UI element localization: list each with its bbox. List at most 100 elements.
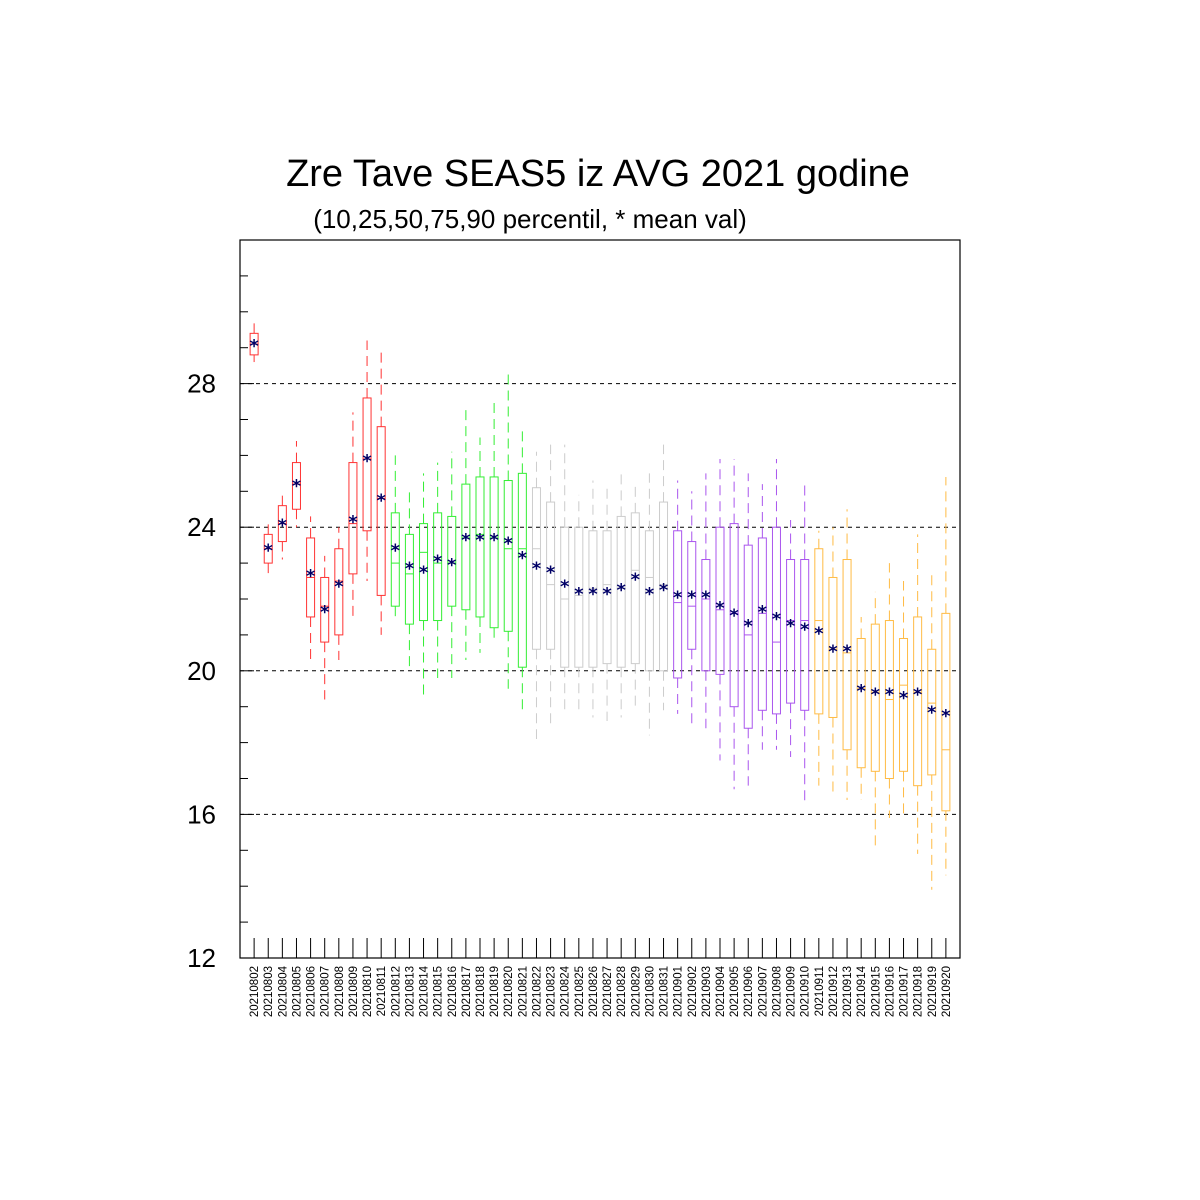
x-tick-label: 20210817 — [461, 966, 473, 1017]
mean-marker: * — [899, 688, 909, 709]
mean-marker: * — [913, 684, 923, 705]
iqr-box — [673, 530, 683, 679]
mean-marker: * — [800, 620, 810, 641]
box-20210805 — [291, 441, 301, 528]
mean-marker: * — [828, 641, 838, 662]
box-20210901 — [673, 480, 683, 714]
x-tick-label: 20210818 — [475, 966, 487, 1017]
iqr-box — [489, 476, 499, 629]
box-20210816 — [447, 451, 457, 678]
box-20210909 — [786, 520, 796, 757]
y-tick-label: 20 — [187, 656, 216, 686]
iqr-box — [856, 637, 866, 769]
grid-lines — [240, 383, 960, 815]
mean-marker: * — [885, 684, 895, 705]
box-20210824 — [560, 444, 570, 714]
box-20210903 — [701, 473, 711, 729]
x-tick-label: 20210830 — [644, 966, 656, 1017]
iqr-box — [560, 526, 570, 668]
box-20210821 — [517, 430, 527, 714]
x-tick-label: 20210831 — [659, 966, 671, 1017]
iqr-box — [588, 530, 598, 668]
box-20210829 — [630, 484, 640, 711]
iqr-box — [475, 476, 485, 618]
chart-subtitle: (10,25,50,75,90 percentil, * mean val) — [313, 204, 747, 234]
mean-marker: * — [419, 562, 429, 583]
box-20210825 — [574, 494, 584, 714]
x-tick-label: 20210805 — [291, 966, 303, 1017]
iqr-box — [771, 526, 781, 715]
mean-marker: * — [405, 559, 415, 580]
x-tick-label: 20210824 — [560, 965, 572, 1017]
x-tick-label: 20210905 — [729, 966, 741, 1017]
mean-marker: * — [588, 584, 598, 605]
mean-marker: * — [856, 681, 866, 702]
iqr-box — [687, 541, 697, 650]
mean-marker: * — [362, 451, 372, 472]
box-20210912 — [828, 527, 838, 793]
iqr-box — [814, 548, 824, 715]
x-tick-label: 20210821 — [517, 966, 529, 1017]
box-20210810 — [362, 340, 372, 582]
x-axis: 20210802 20210803 20210804 20210805 20210806… — [249, 938, 953, 1017]
mean-marker: * — [306, 566, 316, 587]
y-tick-label: 24 — [187, 512, 216, 542]
mean-marker: * — [602, 584, 612, 605]
x-tick-label: 20210920 — [941, 966, 953, 1017]
iqr-box — [786, 559, 796, 704]
x-tick-label: 20210812 — [390, 966, 402, 1017]
mean-marker: * — [249, 336, 259, 357]
iqr-box — [546, 501, 556, 650]
mean-marker: * — [376, 490, 386, 511]
x-tick-label: 20210908 — [771, 966, 783, 1017]
mean-marker: * — [532, 559, 542, 580]
mean-marker: * — [391, 541, 401, 562]
box-20210913 — [842, 509, 852, 801]
plot-frame — [239, 239, 961, 959]
mean-marker: * — [433, 552, 443, 573]
mean-marker: * — [871, 684, 881, 705]
mean-marker: * — [504, 534, 514, 555]
box-20210910 — [800, 480, 810, 804]
mean-marker: * — [941, 706, 951, 727]
box-20210803 — [263, 523, 273, 574]
y-tick-label: 16 — [187, 799, 216, 829]
box-20210908 — [771, 458, 781, 750]
box-20210812 — [390, 455, 400, 617]
box-20210814 — [419, 473, 429, 700]
box-20210818 — [475, 437, 485, 653]
iqr-box — [348, 462, 358, 575]
iqr-box — [659, 501, 669, 672]
iqr-box — [899, 637, 909, 772]
iqr-box — [531, 487, 541, 650]
x-tick-label: 20210918 — [913, 966, 925, 1017]
x-tick-label: 20210904 — [715, 965, 727, 1017]
x-tick-label: 20210903 — [701, 966, 713, 1017]
iqr-box — [447, 515, 457, 607]
box-20210813 — [404, 487, 414, 671]
x-tick-label: 20210809 — [348, 966, 360, 1017]
iqr-box — [644, 530, 654, 672]
iqr-box — [616, 515, 626, 668]
mean-marker: * — [489, 530, 499, 551]
box-20210919 — [927, 573, 937, 890]
x-tick-label: 20210914 — [856, 965, 868, 1017]
iqr-box — [376, 426, 386, 596]
box-20210808 — [334, 527, 344, 661]
mean-marker: * — [786, 616, 796, 637]
mean-marker: * — [715, 598, 725, 619]
box-20210915 — [870, 591, 880, 851]
x-tick-label: 20210901 — [673, 966, 685, 1017]
mean-marker: * — [687, 587, 697, 608]
box-20210802 — [249, 322, 259, 363]
mean-marker: * — [320, 602, 330, 623]
iqr-box — [800, 559, 810, 711]
mean-marker: * — [348, 512, 358, 533]
x-tick-label: 20210915 — [870, 966, 882, 1017]
box-20210823 — [546, 444, 556, 725]
iqr-box — [729, 523, 739, 708]
box-20210811 — [376, 347, 386, 635]
x-tick-label: 20210823 — [546, 966, 558, 1017]
box-series — [249, 322, 951, 890]
